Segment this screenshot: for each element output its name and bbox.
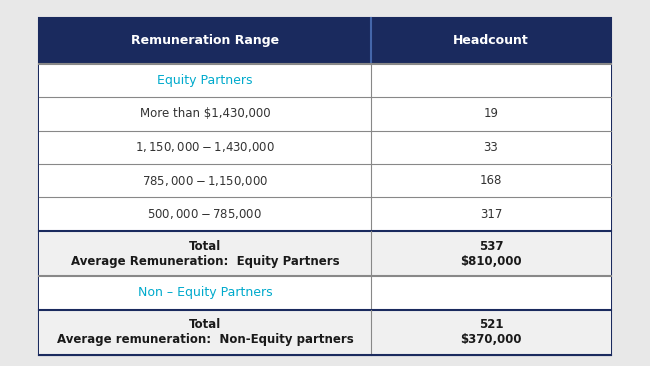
Text: 33: 33 (484, 141, 499, 154)
FancyBboxPatch shape (39, 18, 611, 64)
FancyBboxPatch shape (39, 64, 611, 97)
FancyBboxPatch shape (39, 97, 611, 131)
FancyBboxPatch shape (370, 18, 611, 64)
Text: Headcount: Headcount (453, 34, 528, 48)
Text: 19: 19 (484, 107, 499, 120)
FancyBboxPatch shape (39, 164, 611, 198)
FancyBboxPatch shape (39, 231, 611, 276)
Text: Total
Average Remuneration:  Equity Partners: Total Average Remuneration: Equity Partn… (71, 240, 339, 268)
Text: 537
$810,000: 537 $810,000 (460, 240, 522, 268)
Text: Non – Equity Partners: Non – Equity Partners (138, 287, 272, 299)
Text: 317: 317 (480, 208, 502, 221)
Text: $785,000 - $1,150,000: $785,000 - $1,150,000 (142, 174, 268, 188)
Text: Remuneration Range: Remuneration Range (131, 34, 279, 48)
Text: Total
Average remuneration:  Non-Equity partners: Total Average remuneration: Non-Equity p… (57, 318, 353, 346)
FancyBboxPatch shape (39, 276, 611, 310)
Text: More than $1,430,000: More than $1,430,000 (140, 107, 270, 120)
Text: 168: 168 (480, 174, 502, 187)
FancyBboxPatch shape (39, 310, 611, 355)
FancyBboxPatch shape (39, 131, 611, 164)
FancyBboxPatch shape (39, 198, 611, 231)
Text: $500,000 - $785,000: $500,000 - $785,000 (148, 207, 263, 221)
Text: $1,150,000 - $1,430,000: $1,150,000 - $1,430,000 (135, 140, 275, 154)
Text: Equity Partners: Equity Partners (157, 74, 253, 87)
FancyBboxPatch shape (39, 18, 611, 355)
Text: 521
$370,000: 521 $370,000 (460, 318, 522, 346)
